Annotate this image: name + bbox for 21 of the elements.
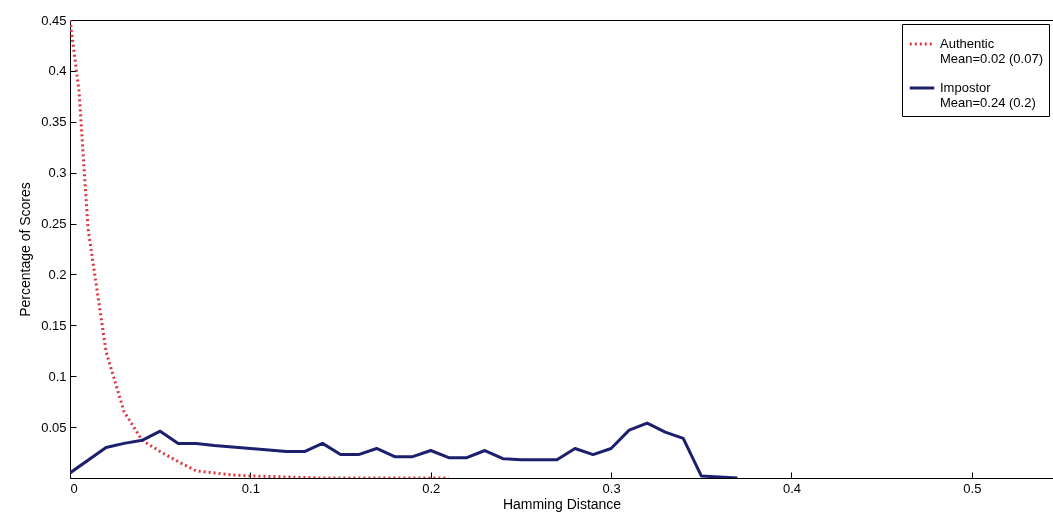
x-tick-label: 0.5 [963,480,982,496]
line-series [70,421,739,478]
y-tick-label: 0.2 [48,266,67,282]
x-tick-label: 0.2 [422,480,441,496]
x-tick-label: 0.1 [241,480,260,496]
y-tick-label: 0.25 [41,216,67,232]
legend-label: Authentic Mean=0.02 (0.07) [940,36,1043,66]
y-tick-label: 0.45 [41,12,67,28]
legend-label: Impostor Mean=0.24 (0.2) [940,80,1036,110]
y-tick-label: 0.15 [41,317,67,333]
line-series [70,20,451,478]
x-tick-label: 0.4 [782,480,802,496]
y-tick-label: 0.1 [48,368,67,384]
x-tick-label: 0.3 [602,480,621,496]
x-axis-title: Hamming Distance [502,495,622,512]
y-tick-label: 0.4 [48,63,67,79]
y-tick-label: 0.3 [48,165,67,181]
y-tick-label: 0.35 [41,114,67,130]
y-tick-label: 0.05 [41,419,67,435]
x-tick-label: 0 [70,480,78,496]
y-axis-title: Percentage of Scores [17,182,34,317]
